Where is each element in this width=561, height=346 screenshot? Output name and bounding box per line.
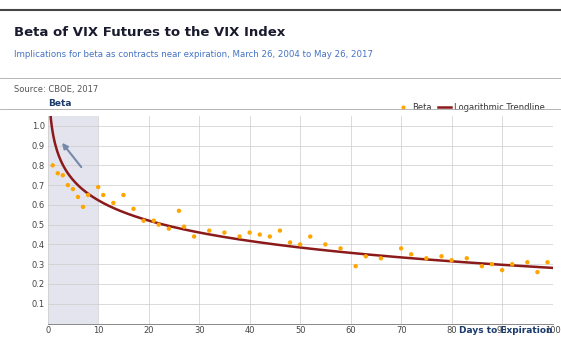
Point	[235, 234, 244, 239]
Point	[68, 186, 77, 192]
Point	[154, 222, 163, 227]
Point	[407, 252, 416, 257]
Point	[79, 204, 88, 210]
Point	[286, 240, 295, 245]
Bar	[48, 116, 98, 324]
Point	[99, 192, 108, 198]
Point	[48, 163, 57, 168]
Point	[180, 224, 188, 229]
Text: Beta of VIX Futures to the VIX Index: Beta of VIX Futures to the VIX Index	[14, 26, 286, 39]
Point	[523, 260, 532, 265]
Point	[149, 218, 158, 224]
Point	[397, 246, 406, 251]
Point	[84, 192, 93, 198]
Point	[477, 263, 486, 269]
Point	[119, 192, 128, 198]
Point	[488, 262, 496, 267]
Point	[139, 218, 148, 224]
Point	[53, 171, 62, 176]
Point	[245, 230, 254, 235]
Text: Days to Expiration: Days to Expiration	[459, 326, 553, 335]
Point	[422, 255, 431, 261]
Point	[306, 234, 315, 239]
Point	[498, 267, 507, 273]
Point	[275, 228, 284, 233]
Point	[437, 254, 446, 259]
Point	[190, 234, 199, 239]
Point	[508, 262, 517, 267]
Point	[73, 194, 82, 200]
Point	[63, 182, 72, 188]
Point	[296, 242, 305, 247]
Point	[174, 208, 183, 213]
Point	[58, 172, 67, 178]
Legend: Beta, Logarithmic Trendline: Beta, Logarithmic Trendline	[393, 99, 549, 115]
Point	[109, 200, 118, 206]
Point	[543, 260, 552, 265]
Point	[336, 246, 345, 251]
Point	[164, 226, 173, 231]
Point	[94, 184, 103, 190]
Point	[351, 263, 360, 269]
Point	[447, 257, 456, 263]
Point	[205, 228, 214, 233]
Point	[321, 242, 330, 247]
Text: Beta: Beta	[48, 99, 71, 108]
Point	[255, 232, 264, 237]
Text: Source: CBOE, 2017: Source: CBOE, 2017	[14, 85, 98, 94]
Point	[220, 230, 229, 235]
Point	[376, 255, 385, 261]
Point	[533, 269, 542, 275]
Text: Implications for beta as contracts near expiration, March 26, 2004 to May 26, 20: Implications for beta as contracts near …	[14, 50, 373, 59]
Point	[361, 254, 370, 259]
Point	[265, 234, 274, 239]
Point	[462, 255, 471, 261]
Point	[129, 206, 138, 212]
